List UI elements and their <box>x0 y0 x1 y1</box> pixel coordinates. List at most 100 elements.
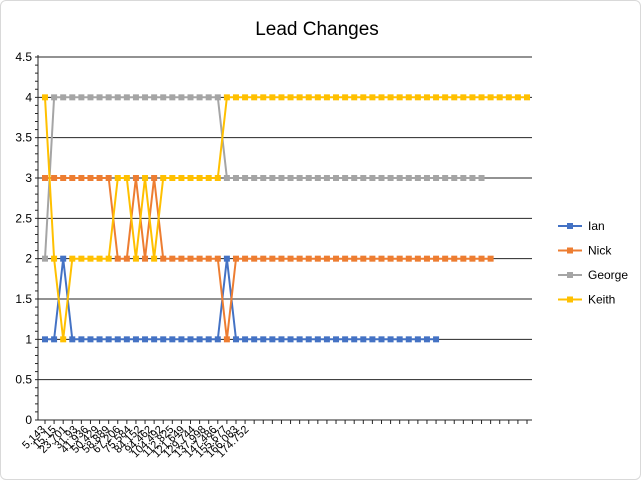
data-point <box>405 255 412 262</box>
data-point <box>496 94 503 101</box>
data-point <box>69 94 76 101</box>
chart-title: Lead Changes <box>255 19 379 40</box>
data-point <box>442 175 449 181</box>
data-point <box>142 175 149 181</box>
data-point <box>433 175 440 181</box>
data-point <box>423 175 430 181</box>
data-point <box>232 175 239 181</box>
data-point <box>278 255 285 262</box>
data-point <box>214 255 221 262</box>
data-point <box>132 94 139 101</box>
data-point <box>178 94 185 101</box>
data-point <box>287 175 294 181</box>
data-point <box>78 175 85 181</box>
data-point <box>387 336 394 343</box>
data-point <box>296 255 303 262</box>
data-point <box>223 94 230 101</box>
data-point <box>142 255 149 262</box>
data-point <box>223 175 230 181</box>
data-point <box>260 94 267 101</box>
data-point <box>278 336 285 343</box>
data-point <box>405 94 412 101</box>
data-point <box>369 336 376 343</box>
data-point <box>69 255 76 262</box>
data-point <box>205 175 212 181</box>
legend-marker <box>567 296 573 303</box>
data-point <box>69 175 76 181</box>
data-point <box>60 94 67 101</box>
data-point <box>51 336 58 343</box>
data-point <box>187 255 194 262</box>
data-point <box>342 336 349 343</box>
data-point <box>223 336 230 343</box>
data-point <box>360 336 367 343</box>
data-point <box>333 175 340 181</box>
data-point <box>314 94 321 101</box>
data-point <box>232 255 239 262</box>
data-point <box>414 336 421 343</box>
data-point <box>87 94 94 101</box>
data-point <box>460 175 467 181</box>
data-point <box>478 175 485 181</box>
data-point <box>442 94 449 101</box>
data-point <box>342 175 349 181</box>
data-point <box>478 94 485 101</box>
legend-marker <box>567 247 573 254</box>
data-point <box>378 175 385 181</box>
legend-label: Keith <box>588 293 615 307</box>
data-point <box>132 175 139 181</box>
data-point <box>105 336 112 343</box>
y-tick-label: 0 <box>25 413 32 427</box>
data-point <box>214 175 221 181</box>
data-point <box>142 94 149 101</box>
data-point <box>232 336 239 343</box>
data-point <box>123 336 130 343</box>
data-point <box>333 336 340 343</box>
data-point <box>423 94 430 101</box>
data-point <box>305 336 312 343</box>
legend-label: Nick <box>588 244 612 258</box>
y-tick-label: 4 <box>25 90 32 104</box>
data-point <box>114 336 121 343</box>
data-point <box>87 336 94 343</box>
data-point <box>351 175 358 181</box>
data-point <box>196 336 203 343</box>
data-point <box>333 255 340 262</box>
data-point <box>205 255 212 262</box>
data-point <box>242 175 249 181</box>
data-point <box>178 175 185 181</box>
data-point <box>360 94 367 101</box>
data-point <box>96 255 103 262</box>
data-point <box>251 255 258 262</box>
legend: Ian Nick George Keith <box>558 219 628 307</box>
data-point <box>151 336 158 343</box>
data-point <box>269 175 276 181</box>
data-point <box>369 175 376 181</box>
data-point <box>451 94 458 101</box>
data-point <box>396 175 403 181</box>
data-point <box>178 336 185 343</box>
data-point <box>169 94 176 101</box>
data-point <box>323 255 330 262</box>
data-point <box>42 336 48 343</box>
data-point <box>242 336 249 343</box>
data-point <box>260 336 267 343</box>
data-point <box>169 175 176 181</box>
data-point <box>96 94 103 101</box>
data-point <box>269 255 276 262</box>
data-point <box>460 94 467 101</box>
data-point <box>160 175 167 181</box>
data-point <box>323 94 330 101</box>
y-tick-label: 4.5 <box>15 50 32 64</box>
data-point <box>378 94 385 101</box>
data-point <box>205 94 212 101</box>
data-point <box>396 336 403 343</box>
data-point <box>323 175 330 181</box>
data-point <box>524 94 530 101</box>
data-point <box>114 175 121 181</box>
data-point <box>78 336 85 343</box>
data-point <box>314 255 321 262</box>
y-tick-label: 0.5 <box>15 373 32 387</box>
data-point <box>169 336 176 343</box>
